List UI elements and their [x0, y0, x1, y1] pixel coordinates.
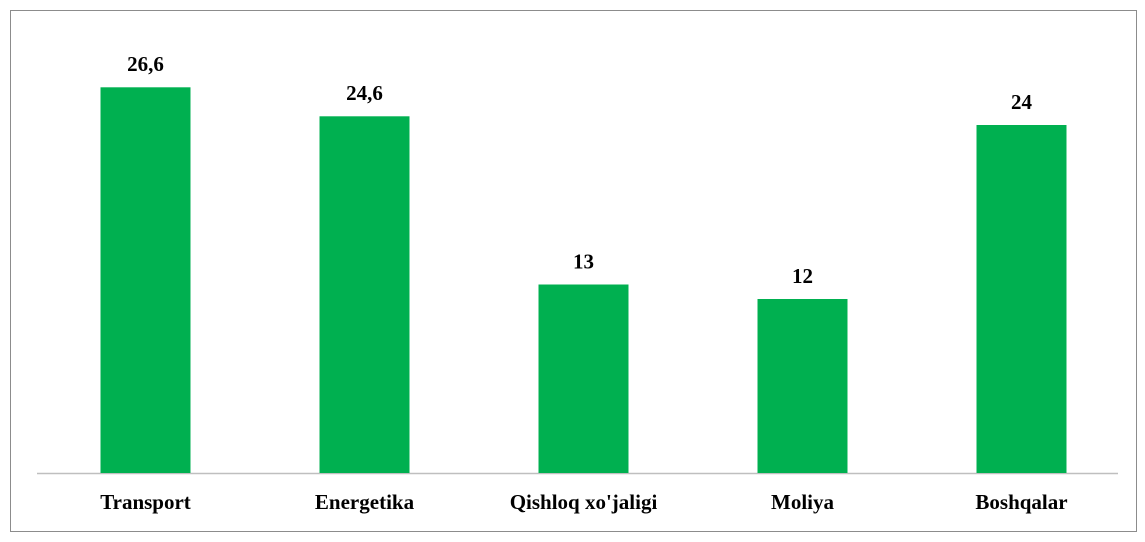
x-tick-label: Energetika: [315, 490, 415, 514]
x-tick-label: Moliya: [771, 490, 834, 514]
value-label: 12: [792, 264, 813, 288]
bar: [100, 87, 191, 474]
x-tick-label: Boshqalar: [975, 490, 1067, 514]
bar: [538, 284, 629, 473]
bar: [757, 299, 848, 473]
value-label: 26,6: [127, 52, 164, 76]
x-tick-label: Qishloq xo'jaligi: [510, 490, 658, 514]
value-label: 13: [573, 249, 594, 273]
value-label: 24,6: [346, 81, 383, 105]
value-label: 24: [1011, 90, 1033, 114]
bar: [976, 125, 1067, 473]
bar: [319, 116, 410, 474]
x-tick-label: Transport: [100, 490, 191, 514]
